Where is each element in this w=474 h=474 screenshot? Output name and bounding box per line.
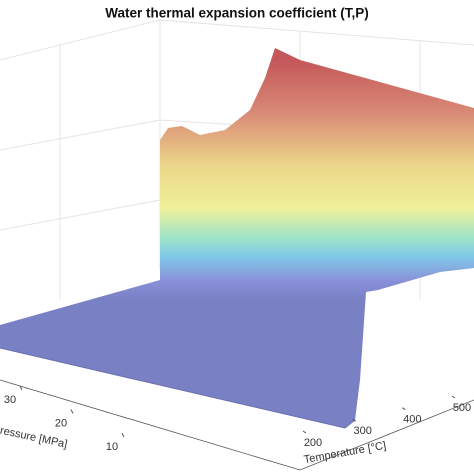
x-tick-label: 400 — [403, 414, 421, 426]
axis-lines — [0, 379, 474, 471]
x-tick-label: 200 — [304, 437, 322, 449]
y-tick-label: 30 — [4, 394, 16, 406]
x-tick-label: 500 — [453, 402, 471, 414]
chart-title: Water thermal expansion coefficient (T,P… — [105, 6, 369, 21]
y-tick — [70, 409, 74, 414]
x-tick-label: 300 — [353, 425, 371, 437]
x-tick — [352, 418, 356, 422]
surface-edge — [0, 347, 356, 429]
y-tick — [19, 385, 23, 391]
y-tick-label: 10 — [106, 441, 118, 453]
x-tick — [402, 407, 406, 411]
x-tick — [451, 395, 456, 399]
y-tick — [121, 432, 125, 438]
surface — [0, 48, 474, 428]
y-tick-label: 20 — [55, 417, 67, 429]
x-tick — [302, 430, 307, 434]
